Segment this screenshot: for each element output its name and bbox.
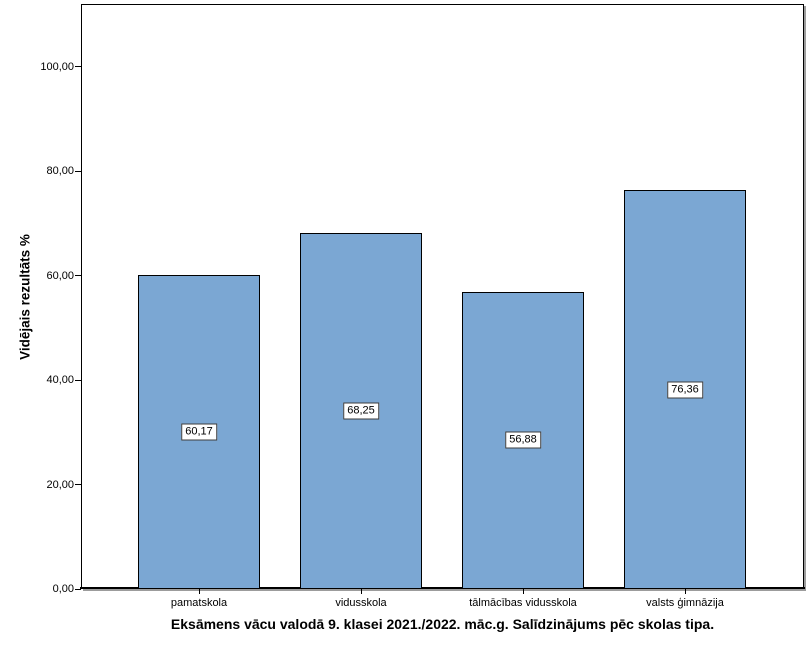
y-axis-tick-mark xyxy=(75,170,81,172)
x-axis-tick-mark xyxy=(360,589,362,594)
x-axis-category-label: vidusskola xyxy=(335,597,387,609)
bar-value-label: 76,36 xyxy=(667,381,703,399)
y-axis-tick-mark xyxy=(75,379,81,381)
chart-title: Eksāmens vācu valodā 9. klasei 2021./202… xyxy=(170,616,715,632)
x-axis-tick-mark xyxy=(684,589,686,594)
x-axis-line xyxy=(80,587,805,589)
y-axis-tick-mark xyxy=(75,588,81,590)
y-axis-tick-label: 40,00 xyxy=(46,374,74,387)
y-axis-tick-label: 20,00 xyxy=(46,478,74,491)
bar-2 xyxy=(300,232,422,589)
x-axis-category-label: valsts ģimnāzija xyxy=(646,597,724,609)
x-axis-category-label: pamatskola xyxy=(170,597,228,609)
y-axis-title: Vidējais rezultāts % xyxy=(17,234,33,360)
y-axis-tick-mark xyxy=(75,275,81,277)
y-axis-tick-label: 0,00 xyxy=(52,583,74,595)
x-axis-category-label: tālmācības vidusskola xyxy=(469,597,577,609)
bar-value-label: 68,25 xyxy=(343,402,379,420)
y-axis-tick-mark xyxy=(75,66,81,68)
y-axis-tick-label: 60,00 xyxy=(46,269,74,282)
y-axis-tick-mark xyxy=(75,484,81,486)
y-axis-tick-label: 80,00 xyxy=(46,165,74,178)
x-axis-tick-mark xyxy=(522,589,524,594)
bar-value-label: 56,88 xyxy=(505,431,541,449)
x-axis-tick-mark xyxy=(198,589,200,594)
bar-value-label: 60,17 xyxy=(181,423,217,441)
y-axis-tick-label: 100,00 xyxy=(40,60,74,73)
